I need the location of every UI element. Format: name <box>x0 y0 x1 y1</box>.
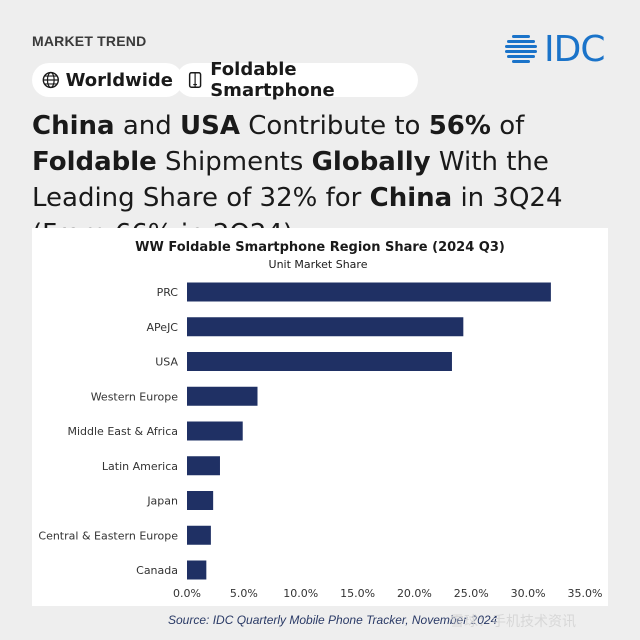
headline-part: China <box>369 183 453 213</box>
bar-western-europe <box>187 386 258 406</box>
category-label: APeJC <box>147 321 179 334</box>
category-label: Middle East & Africa <box>67 425 178 438</box>
bar-apejc <box>187 317 464 337</box>
bar-central-eastern-europe <box>187 525 211 545</box>
x-tick-label: 0.0% <box>173 587 201 600</box>
category-label: PRC <box>157 286 179 299</box>
watermark: 雪球：手机技术资讯 <box>450 613 576 629</box>
x-tick-label: 10.0% <box>283 587 318 600</box>
region-pill-label: Worldwide <box>65 69 173 91</box>
bar-prc <box>187 282 551 302</box>
segment-pill-label: Foldable Smartphone <box>210 59 335 101</box>
x-tick-label: 15.0% <box>340 587 375 600</box>
globe-lines-icon <box>505 35 537 63</box>
x-tick-label: 35.0% <box>568 587 603 600</box>
bar-middle-east-africa <box>187 421 243 441</box>
x-tick-label: 25.0% <box>454 587 489 600</box>
idc-logo: IDC <box>504 26 614 72</box>
headline-part: Contribute to <box>239 111 429 141</box>
headline-part: USA <box>180 111 240 141</box>
headline-part: 56% <box>428 111 491 141</box>
category-label: Western Europe <box>91 390 179 403</box>
headline-part: of <box>490 111 525 141</box>
category-label: USA <box>155 356 178 369</box>
x-tick-label: 30.0% <box>511 587 546 600</box>
region-pill: Worldwide <box>32 63 183 97</box>
category-label: Central & Eastern Europe <box>38 529 178 542</box>
segment-pill: Foldable Smartphone <box>176 59 418 101</box>
foldable-phone-icon <box>188 71 202 89</box>
chart-card: WW Foldable Smartphone Region Share (202… <box>32 228 608 606</box>
x-tick-label: 5.0% <box>230 587 258 600</box>
bar-japan <box>187 491 214 510</box>
bar-usa <box>187 352 452 371</box>
headline-part: and <box>114 111 181 141</box>
bar-chart: WW Foldable Smartphone Region Share (202… <box>38 240 603 600</box>
headline-part: Globally <box>311 147 431 177</box>
category-label: Japan <box>146 495 178 508</box>
category-label: Canada <box>136 564 178 577</box>
bar-canada <box>187 560 207 580</box>
headline-part: With the Leading Share of 32% for <box>32 147 549 213</box>
source-note: Source: IDC Quarterly Mobile Phone Track… <box>168 613 498 627</box>
category-label: Latin America <box>102 460 178 473</box>
globe-icon <box>42 71 59 89</box>
headline-part: China <box>32 111 115 141</box>
chart-title: WW Foldable Smartphone Region Share (202… <box>135 240 505 255</box>
section-label: MARKET TREND <box>32 33 147 49</box>
chart-subtitle: Unit Market Share <box>269 258 368 271</box>
bar-latin-america <box>187 456 220 476</box>
headline-part: Foldable <box>32 147 157 177</box>
logo-text: IDC <box>544 28 605 70</box>
headline-part: Shipments <box>156 147 312 177</box>
x-tick-label: 20.0% <box>397 587 432 600</box>
